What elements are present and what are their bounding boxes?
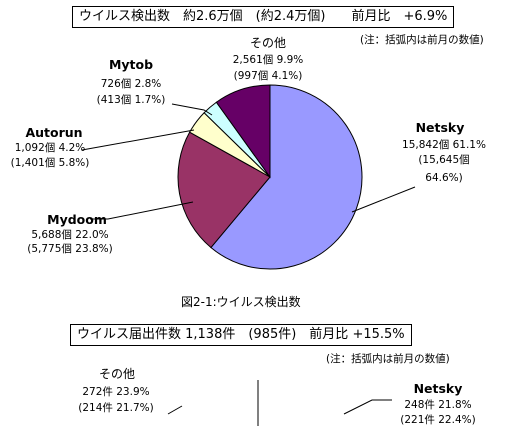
label-mydoom-prev: (5,775個 23.8%) [27,242,112,255]
leader2-netsky [343,399,392,415]
chart2-note: (注：括弧内は前月の数値) [326,353,450,365]
label2-netsky-value: 248件 21.8% [404,399,471,411]
chart1-note: (注：括弧内は前月の数値) [360,34,484,46]
label-netsky-name: Netsky [416,120,465,135]
label2-other-name: その他 [99,367,135,381]
label-other-prev: (997個 4.1%) [234,69,303,82]
leader-netsky [351,186,416,213]
chart1-caption: 図2-1:ウイルス検出数 [181,295,301,309]
label-other-value: 2,561個 9.9% [233,53,304,66]
slice-netsky [210,84,363,270]
label2-other-prev: (214件 21.7%) [78,402,153,414]
label-netsky-prev-pct: 64.6%) [425,172,462,184]
chart1-title: ウイルス検出数 約2.6万個 (約2.4万個) 前月比 +6.9% [72,6,455,28]
leader-lines-2 [167,399,392,415]
label-mytob-prev: (413個 1.7%) [97,93,166,106]
label-autorun-value: 1,092個 4.2% [15,141,86,154]
label-other-name: その他 [250,36,286,50]
pie-chart-1 [177,84,363,270]
label-mytob-value: 726個 2.8% [101,77,162,90]
label2-other-value: 272件 23.9% [82,386,149,398]
label-netsky-prev: (15,645個 [418,153,469,166]
label-autorun-prev: (1,401個 5.8%) [11,156,90,169]
leader-lines-1 [81,103,416,220]
slice-labels-1: Netsky 15,842個 61.1% (15,645個 64.6%) Myd… [11,36,486,255]
label2-netsky-name: Netsky [414,381,463,396]
label-autorun-name: Autorun [25,125,82,140]
label-mytob-name: Mytob [109,57,153,72]
chart2-title: ウイルス届出件数 1,138件 (985件) 前月比 +15.5% [70,324,412,346]
slice-mydoom [177,131,271,249]
slice-other [215,84,271,179]
label-mydoom-name: Mydoom [47,212,107,227]
leader-mytob [171,103,213,116]
label2-netsky-prev: (221件 22.4%) [400,414,475,426]
slice-labels-2: その他 272件 23.9% (214件 21.7%) Netsky 248件 … [78,367,475,426]
leader-mydoom [90,201,194,220]
label-mydoom-value: 5,688個 22.0% [31,228,108,241]
leader-autorun [81,129,195,151]
label-netsky-value: 15,842個 61.1% [402,138,486,151]
leader2-other [167,405,183,415]
